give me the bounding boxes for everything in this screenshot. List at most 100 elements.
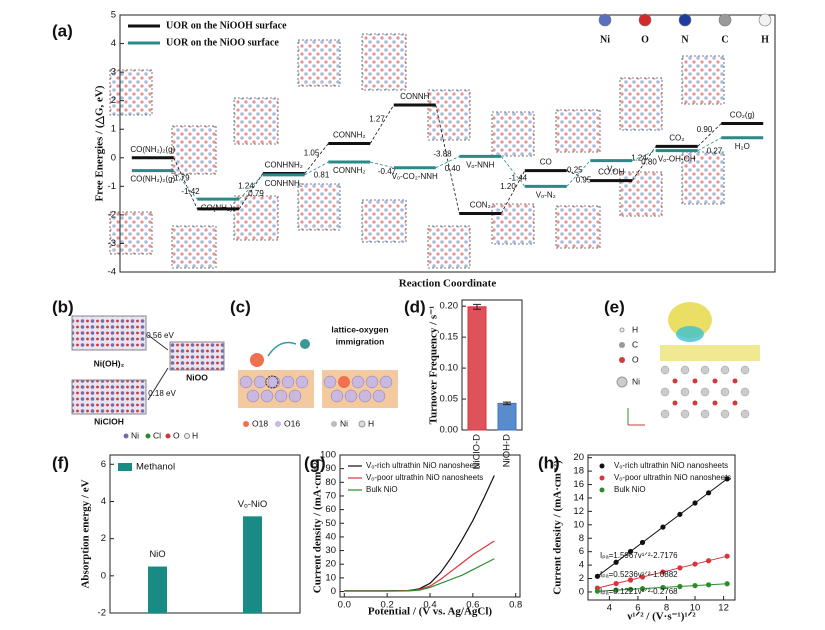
step-label: 0.40 bbox=[445, 164, 461, 173]
bar bbox=[467, 306, 487, 431]
bar bbox=[148, 566, 167, 613]
data-line bbox=[344, 540, 495, 592]
data-point bbox=[692, 561, 698, 567]
legend-dot bbox=[145, 433, 151, 439]
legend-label: Vₒ-poor ultrathin NiO nanosheets bbox=[614, 473, 731, 482]
level-label: CO₂(g) bbox=[730, 111, 755, 120]
crystal bbox=[71, 379, 147, 415]
y-tick-label: 2 bbox=[111, 95, 116, 106]
step-label: -0.25 bbox=[564, 166, 583, 175]
y-tick-label: 0 bbox=[579, 586, 584, 597]
level-label: CO(NH₂)₂ bbox=[201, 203, 236, 212]
data-point bbox=[677, 511, 683, 517]
y-tick-label: -2 bbox=[98, 608, 106, 619]
legend-label: Vₒ-rich ultrathin NiO nanosheets bbox=[614, 461, 728, 470]
y-tick-label: 90 bbox=[325, 463, 336, 474]
y-tick-label: 10 bbox=[573, 519, 584, 530]
inset bbox=[109, 69, 153, 116]
arrow bbox=[267, 341, 297, 357]
fit-label: Iₚₐ=1.5967v¹ᐟ²-2.7176 bbox=[600, 551, 678, 560]
legend-label: Ni bbox=[632, 376, 640, 386]
inset bbox=[297, 183, 341, 231]
level-label: CO(NH₂)₂(g) bbox=[130, 175, 175, 184]
data-point bbox=[613, 559, 619, 565]
level-connector bbox=[304, 143, 329, 174]
data-point bbox=[613, 587, 619, 593]
data-point bbox=[639, 539, 646, 546]
legend-swatch bbox=[118, 463, 132, 471]
step-label: -1.44 bbox=[509, 173, 528, 182]
atom-marker bbox=[598, 13, 612, 27]
legend-dot bbox=[358, 420, 366, 428]
y-tick-label: 10 bbox=[325, 572, 336, 583]
error-bar bbox=[473, 303, 481, 310]
step-label: 0.81 bbox=[314, 171, 330, 180]
data-point bbox=[660, 584, 666, 591]
level-label: CONNH₂ bbox=[333, 131, 365, 140]
legend-marker bbox=[599, 487, 605, 493]
structure-label: Ni(OH)₂ bbox=[94, 358, 125, 368]
structure-label: NiOO bbox=[186, 372, 208, 382]
step-label: 0.95 bbox=[576, 176, 592, 185]
y-tick-label: -4 bbox=[108, 267, 116, 278]
legend-label: H bbox=[192, 430, 198, 440]
legend-dot bbox=[331, 421, 337, 427]
level-label: CO bbox=[540, 158, 552, 167]
y-axis-label: Absorption energy / eV bbox=[80, 479, 92, 588]
y-tick-label: -2 bbox=[108, 209, 116, 220]
step-label: -3.88 bbox=[433, 149, 452, 158]
y-tick-label: 4 bbox=[111, 38, 116, 49]
crystal bbox=[71, 315, 147, 351]
charge-density bbox=[668, 302, 712, 338]
y-tick-label: 0.10 bbox=[440, 363, 459, 374]
atom-label: C bbox=[721, 34, 728, 45]
level-label: CONHNH₂ bbox=[265, 161, 303, 170]
data-point bbox=[660, 569, 666, 575]
panel-label: (e) bbox=[604, 297, 625, 316]
y-tick-label: 80 bbox=[325, 477, 336, 488]
charge-density bbox=[660, 345, 760, 361]
legend-dot bbox=[616, 376, 628, 388]
y-tick-label: 4 bbox=[579, 560, 584, 571]
atom-marker bbox=[718, 13, 732, 27]
level-label: CONHNH₂ bbox=[265, 179, 303, 188]
data-point bbox=[594, 588, 601, 594]
step-label: -1.42 bbox=[181, 187, 200, 196]
inset bbox=[297, 39, 341, 87]
legend-dot bbox=[619, 327, 625, 333]
legend-label: Vₒ-rich ultrathin NiO nanosheets bbox=[366, 461, 480, 470]
panel-label: (b) bbox=[52, 297, 74, 316]
level-connector bbox=[435, 155, 460, 169]
y-axis-label: Current density / (mA·cm⁻²) bbox=[552, 460, 564, 595]
y-tick-label: 30 bbox=[325, 545, 336, 556]
level-connector bbox=[632, 150, 656, 162]
plot-frame bbox=[109, 454, 301, 614]
y-tick-label: 0 bbox=[331, 586, 336, 597]
lattice-atoms bbox=[660, 365, 750, 419]
level-connector bbox=[369, 104, 395, 144]
data-point bbox=[639, 574, 646, 580]
legend-dot bbox=[123, 433, 129, 439]
plot-frame bbox=[587, 454, 736, 601]
level-label: CONNH bbox=[400, 92, 430, 101]
fit-label: Iₚₐ=0.5236v¹ᐟ²-1.0882 bbox=[600, 570, 678, 579]
x-axis-label: ν¹ᐟ² / (V·s⁻¹)¹ᐟ² bbox=[626, 611, 696, 623]
data-point bbox=[639, 585, 646, 592]
level-connector bbox=[173, 157, 198, 210]
inset bbox=[233, 195, 279, 241]
inset bbox=[619, 171, 663, 217]
caption: immigration bbox=[336, 336, 385, 346]
level-connector bbox=[500, 170, 526, 214]
x-tick-label: 0.8 bbox=[509, 600, 522, 611]
legend-marker bbox=[599, 475, 605, 481]
slab bbox=[322, 370, 398, 408]
inset bbox=[555, 109, 601, 153]
step-label: 0.90 bbox=[697, 125, 713, 134]
category-label: Vₒ-NiO bbox=[238, 499, 267, 510]
legend-label: Bulk NiO bbox=[614, 485, 646, 494]
level-label: Vₒ-OH-OH bbox=[658, 155, 696, 164]
level-label: Vₒ-N₂ bbox=[536, 190, 556, 199]
slab bbox=[238, 370, 314, 408]
y-axis-label: Free Energies / (△G, eV) bbox=[94, 85, 106, 201]
